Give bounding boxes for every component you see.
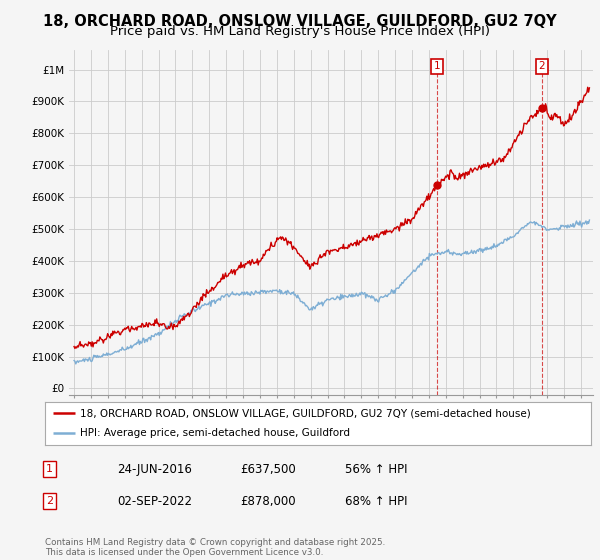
Text: 2: 2: [538, 62, 545, 71]
Text: £637,500: £637,500: [240, 463, 296, 476]
Text: 68% ↑ HPI: 68% ↑ HPI: [345, 494, 407, 508]
Text: £878,000: £878,000: [240, 494, 296, 508]
Text: 2: 2: [46, 496, 53, 506]
Text: 18, ORCHARD ROAD, ONSLOW VILLAGE, GUILDFORD, GU2 7QY: 18, ORCHARD ROAD, ONSLOW VILLAGE, GUILDF…: [43, 14, 557, 29]
Text: HPI: Average price, semi-detached house, Guildford: HPI: Average price, semi-detached house,…: [80, 428, 350, 438]
Text: 56% ↑ HPI: 56% ↑ HPI: [345, 463, 407, 476]
Text: 24-JUN-2016: 24-JUN-2016: [117, 463, 192, 476]
Text: 1: 1: [46, 464, 53, 474]
Text: 1: 1: [434, 62, 440, 71]
Text: Contains HM Land Registry data © Crown copyright and database right 2025.
This d: Contains HM Land Registry data © Crown c…: [45, 538, 385, 557]
Text: 02-SEP-2022: 02-SEP-2022: [117, 494, 192, 508]
Text: Price paid vs. HM Land Registry's House Price Index (HPI): Price paid vs. HM Land Registry's House …: [110, 25, 490, 38]
Text: 18, ORCHARD ROAD, ONSLOW VILLAGE, GUILDFORD, GU2 7QY (semi-detached house): 18, ORCHARD ROAD, ONSLOW VILLAGE, GUILDF…: [80, 408, 531, 418]
